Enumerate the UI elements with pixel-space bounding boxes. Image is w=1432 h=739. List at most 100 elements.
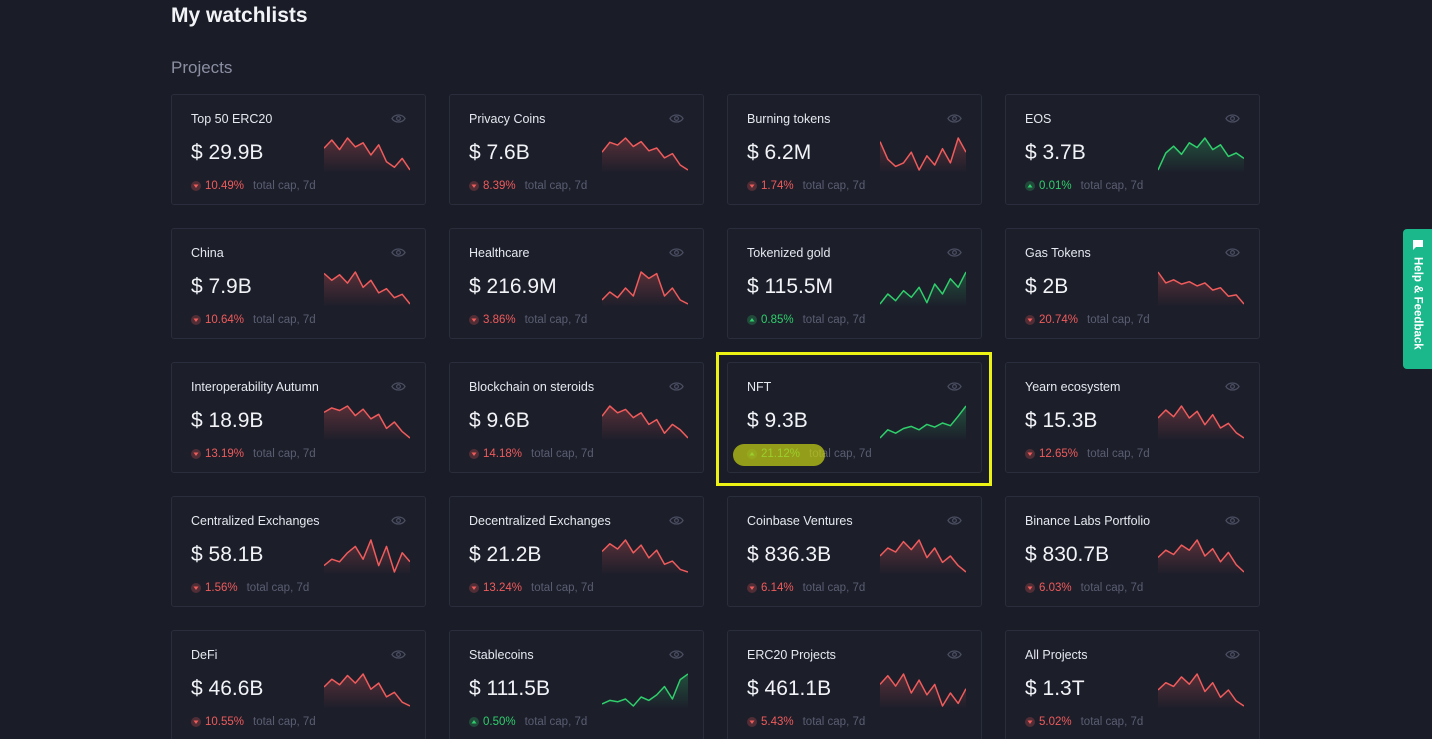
watchlist-change: 1.56% total cap, 7d — [191, 582, 309, 594]
arrow-up-icon — [469, 717, 479, 727]
change-period-label: total cap, 7d — [524, 314, 588, 326]
watchlist-card[interactable]: Privacy Coins $ 7.6B 8.39% total cap, 7d — [449, 94, 704, 205]
change-percent: 21.12% — [761, 448, 801, 460]
watchlist-card[interactable]: ERC20 Projects $ 461.1B 5.43% total cap, 7d — [727, 630, 982, 739]
eye-icon[interactable] — [1225, 515, 1240, 526]
watchlist-change: 13.19% total cap, 7d — [191, 448, 316, 460]
arrow-down-icon — [747, 717, 757, 727]
watchlist-card[interactable]: Blockchain on steroids $ 9.6B 14.18% total … — [449, 362, 704, 473]
change-period-label: total cap, 7d — [531, 582, 594, 594]
watchlist-name: Healthcare — [469, 246, 530, 260]
change-period-label: total cap, 7d — [253, 180, 316, 192]
arrow-down-icon — [191, 449, 201, 459]
change-period-label: total cap, 7d — [809, 448, 872, 460]
sparkline-chart — [1158, 271, 1244, 307]
watchlist-card[interactable]: Decentralized Exchanges $ 21.2B 13.24% tota… — [449, 496, 704, 607]
arrow-down-icon — [191, 717, 201, 727]
eye-icon[interactable] — [669, 247, 684, 258]
eye-icon[interactable] — [391, 649, 406, 660]
eye-icon[interactable] — [669, 515, 684, 526]
arrow-down-icon — [191, 315, 201, 325]
help-feedback-tab[interactable]: Help & Feedback — [1403, 229, 1432, 369]
change-period-label: total cap, 7d — [246, 582, 310, 594]
watchlist-card[interactable]: Coinbase Ventures $ 836.3B 6.14% total cap,… — [727, 496, 982, 607]
eye-icon[interactable] — [1225, 381, 1240, 392]
sparkline-chart — [602, 673, 688, 709]
watchlist-name: DeFi — [191, 648, 218, 662]
eye-icon[interactable] — [1225, 649, 1240, 660]
watchlist-change: 0.85% total cap, 7d — [747, 314, 865, 326]
watchlist-change: 5.02% total cap, 7d — [1025, 716, 1143, 728]
watchlist-card[interactable]: NFT $ 9.3B 21.12% total cap, 7d — [727, 362, 982, 473]
eye-icon[interactable] — [391, 515, 406, 526]
watchlist-card[interactable]: Gas Tokens $ 2B 20.74% total cap, 7d — [1005, 228, 1260, 339]
watchlist-value: $ 9.3B — [747, 409, 808, 432]
watchlist-card[interactable]: Healthcare $ 216.9M 3.86% total cap, 7d — [449, 228, 704, 339]
sparkline-chart — [1158, 137, 1244, 173]
watchlist-card[interactable]: All Projects $ 1.3T 5.02% total cap, 7d — [1005, 630, 1260, 739]
watchlist-card[interactable]: DeFi $ 46.6B 10.55% total cap, 7d — [171, 630, 426, 739]
watchlist-change: 20.74% total cap, 7d — [1025, 314, 1150, 326]
watchlist-name: NFT — [747, 380, 772, 394]
change-period-label: total cap, 7d — [1087, 314, 1150, 326]
watchlist-value: $ 111.5B — [469, 677, 550, 700]
sparkline-chart — [880, 137, 966, 173]
eye-icon[interactable] — [947, 381, 962, 392]
watchlist-card[interactable]: Top 50 ERC20 $ 29.9B 10.49% total cap, 7d — [171, 94, 426, 205]
eye-icon[interactable] — [947, 515, 962, 526]
eye-icon[interactable] — [669, 113, 684, 124]
arrow-up-icon — [747, 449, 757, 459]
eye-icon[interactable] — [391, 113, 406, 124]
sparkline-chart — [324, 673, 410, 709]
watchlist-value: $ 3.7B — [1025, 141, 1086, 164]
watchlist-card[interactable]: Stablecoins $ 111.5B 0.50% total cap, 7d — [449, 630, 704, 739]
eye-icon[interactable] — [669, 649, 684, 660]
watchlist-value: $ 836.3B — [747, 543, 832, 566]
watchlist-name: China — [191, 246, 224, 260]
arrow-down-icon — [469, 583, 479, 593]
eye-icon[interactable] — [391, 247, 406, 258]
watchlist-card[interactable]: Centralized Exchanges $ 58.1B 1.56% total c… — [171, 496, 426, 607]
watchlist-change: 0.01% total cap, 7d — [1025, 180, 1143, 192]
sparkline-chart — [1158, 673, 1244, 709]
change-percent: 1.56% — [205, 582, 238, 594]
change-percent: 13.24% — [483, 582, 523, 594]
watchlist-card[interactable]: Tokenized gold $ 115.5M 0.85% total cap, 7d — [727, 228, 982, 339]
change-period-label: total cap, 7d — [1080, 180, 1144, 192]
watchlist-card[interactable]: Yearn ecosystem $ 15.3B 12.65% total cap, 7… — [1005, 362, 1260, 473]
change-percent: 0.01% — [1039, 180, 1072, 192]
change-period-label: total cap, 7d — [1080, 716, 1144, 728]
watchlist-name: Centralized Exchanges — [191, 514, 320, 528]
eye-icon[interactable] — [1225, 247, 1240, 258]
arrow-down-icon — [1025, 717, 1035, 727]
watchlist-card[interactable]: Interoperability Autumn $ 18.9B 13.19% tota… — [171, 362, 426, 473]
watchlist-change: 0.50% total cap, 7d — [469, 716, 587, 728]
watchlist-change: 3.86% total cap, 7d — [469, 314, 587, 326]
eye-icon[interactable] — [391, 381, 406, 392]
change-percent: 5.43% — [761, 716, 794, 728]
change-period-label: total cap, 7d — [802, 314, 866, 326]
watchlist-value: $ 46.6B — [191, 677, 264, 700]
eye-icon[interactable] — [947, 247, 962, 258]
change-period-label: total cap, 7d — [253, 716, 316, 728]
eye-icon[interactable] — [947, 113, 962, 124]
eye-icon[interactable] — [947, 649, 962, 660]
sparkline-chart — [602, 405, 688, 441]
chat-icon — [1412, 240, 1423, 250]
watchlist-name: Privacy Coins — [469, 112, 546, 126]
eye-icon[interactable] — [1225, 113, 1240, 124]
watchlist-value: $ 830.7B — [1025, 543, 1110, 566]
watchlist-card[interactable]: Burning tokens $ 6.2M 1.74% total cap, 7d — [727, 94, 982, 205]
watchlist-value: $ 58.1B — [191, 543, 264, 566]
watchlist-card[interactable]: Binance Labs Portfolio $ 830.7B 6.03% total… — [1005, 496, 1260, 607]
change-percent: 13.19% — [205, 448, 245, 460]
watchlist-change: 10.49% total cap, 7d — [191, 180, 316, 192]
watchlist-card[interactable]: China $ 7.9B 10.64% total cap, 7d — [171, 228, 426, 339]
watchlist-card[interactable]: EOS $ 3.7B 0.01% total cap, 7d — [1005, 94, 1260, 205]
change-percent: 1.74% — [761, 180, 794, 192]
watchlist-change: 12.65% total cap, 7d — [1025, 448, 1150, 460]
eye-icon[interactable] — [669, 381, 684, 392]
sparkline-chart — [324, 539, 410, 575]
watchlist-change: 6.03% total cap, 7d — [1025, 582, 1143, 594]
watchlist-change: 8.39% total cap, 7d — [469, 180, 587, 192]
